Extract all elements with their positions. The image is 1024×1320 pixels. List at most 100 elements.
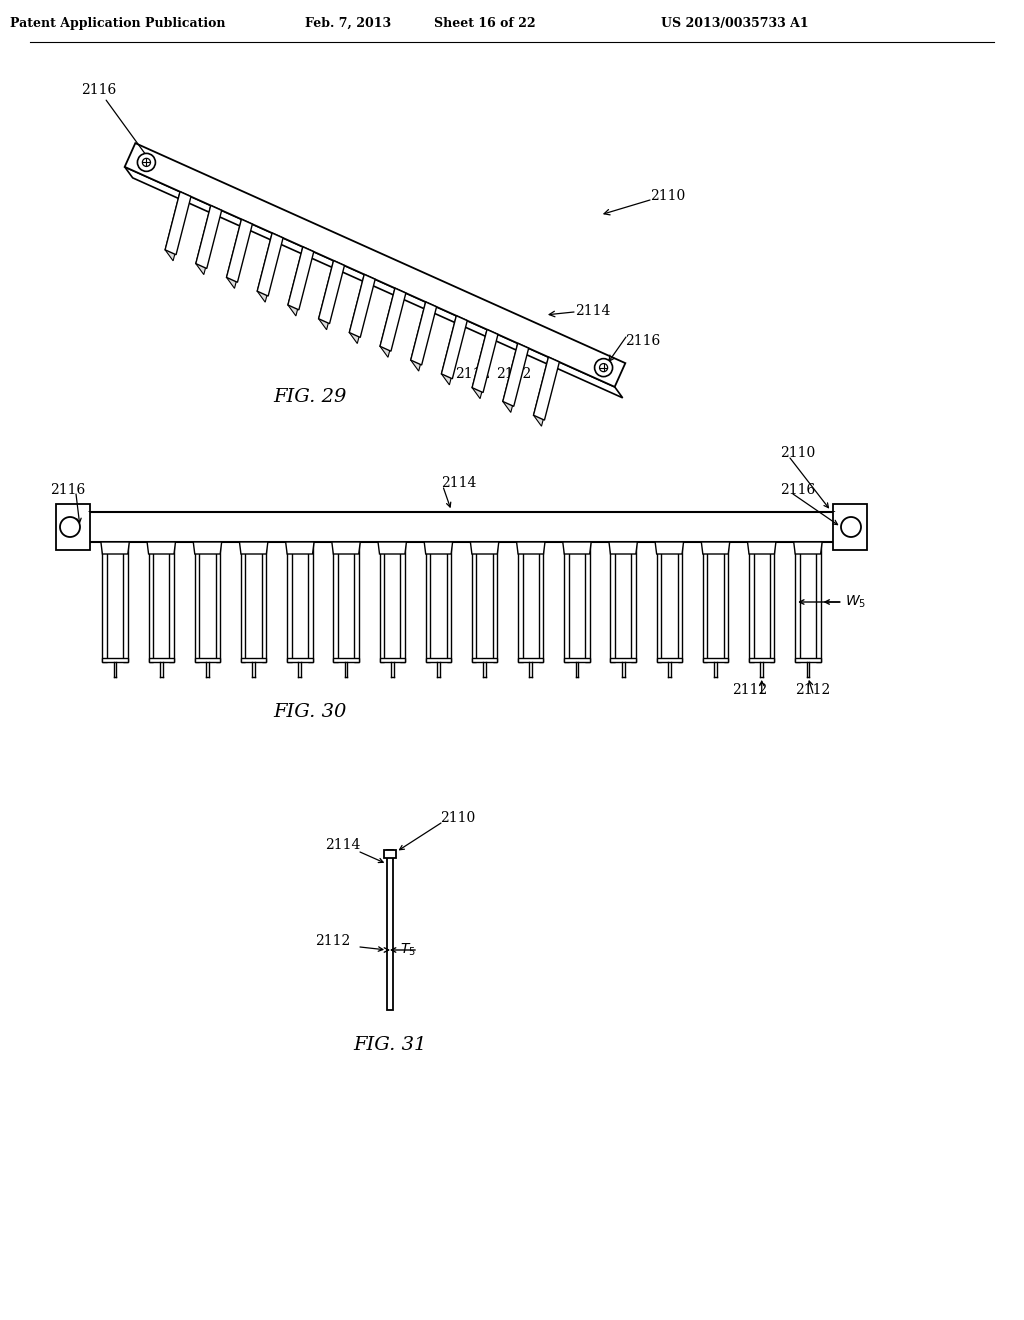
Polygon shape	[318, 260, 344, 323]
Text: $T_5$: $T_5$	[400, 941, 416, 958]
Polygon shape	[332, 543, 360, 554]
Polygon shape	[794, 543, 822, 554]
Bar	[148, 657, 174, 663]
Bar	[387, 850, 393, 1010]
Text: Patent Application Publication: Patent Application Publication	[10, 17, 225, 30]
Bar	[400, 543, 404, 663]
Text: 2114: 2114	[325, 838, 360, 851]
Polygon shape	[226, 219, 252, 282]
Bar	[308, 543, 312, 663]
Bar	[833, 504, 867, 550]
Text: 2110: 2110	[650, 189, 685, 203]
Polygon shape	[380, 288, 406, 351]
Circle shape	[595, 359, 612, 376]
Text: 2112: 2112	[496, 367, 531, 381]
Bar	[749, 657, 774, 663]
Text: 2112: 2112	[796, 682, 830, 697]
Polygon shape	[101, 543, 129, 554]
Polygon shape	[655, 543, 684, 554]
Text: 2116: 2116	[780, 483, 815, 498]
Bar	[195, 657, 220, 663]
Bar	[796, 543, 800, 663]
Text: Sheet 16 of 22: Sheet 16 of 22	[434, 17, 536, 30]
Bar	[702, 543, 708, 663]
Polygon shape	[349, 275, 372, 343]
Polygon shape	[378, 543, 407, 554]
Text: 2116: 2116	[625, 334, 660, 348]
Bar	[334, 657, 358, 663]
Polygon shape	[257, 234, 283, 296]
Polygon shape	[411, 302, 433, 371]
Text: FIG. 29: FIG. 29	[273, 388, 347, 407]
Text: 2112: 2112	[455, 367, 490, 381]
Text: 2114: 2114	[441, 477, 477, 490]
Polygon shape	[748, 543, 776, 554]
Bar	[241, 657, 266, 663]
Text: FIG. 31: FIG. 31	[353, 1036, 427, 1053]
Bar	[564, 543, 568, 663]
Bar	[610, 657, 636, 663]
Bar	[426, 657, 452, 663]
Bar	[102, 657, 128, 663]
Bar	[334, 543, 338, 663]
Bar	[88, 512, 835, 543]
Text: $W_5$: $W_5$	[845, 594, 865, 610]
Bar	[472, 657, 498, 663]
Polygon shape	[534, 358, 556, 426]
Bar	[493, 543, 498, 663]
Text: 2116: 2116	[82, 83, 146, 156]
Bar	[380, 543, 384, 663]
Bar	[287, 543, 292, 663]
Circle shape	[841, 517, 861, 537]
Polygon shape	[441, 315, 464, 385]
Bar	[564, 657, 590, 663]
Bar	[724, 543, 728, 663]
Bar	[216, 543, 220, 663]
Bar	[539, 543, 544, 663]
Bar	[170, 543, 174, 663]
Polygon shape	[165, 191, 188, 261]
Bar	[148, 543, 153, 663]
Text: 2112: 2112	[732, 682, 767, 697]
Polygon shape	[411, 302, 436, 366]
Bar	[262, 543, 266, 663]
Polygon shape	[503, 343, 525, 412]
Text: 2116: 2116	[50, 483, 85, 498]
Bar	[56, 504, 90, 550]
Polygon shape	[125, 166, 623, 397]
Bar	[102, 543, 106, 663]
Bar	[749, 543, 754, 663]
Polygon shape	[534, 358, 559, 420]
Text: 2110: 2110	[440, 810, 475, 825]
Text: FIG. 30: FIG. 30	[273, 704, 347, 721]
Bar	[656, 543, 662, 663]
Polygon shape	[240, 543, 268, 554]
Polygon shape	[563, 543, 591, 554]
Polygon shape	[165, 191, 190, 255]
Polygon shape	[288, 247, 313, 310]
Bar	[518, 543, 522, 663]
Bar	[632, 543, 636, 663]
Polygon shape	[257, 234, 281, 302]
Text: Feb. 7, 2013: Feb. 7, 2013	[305, 17, 391, 30]
Polygon shape	[147, 543, 175, 554]
Polygon shape	[609, 543, 637, 554]
Bar	[518, 657, 544, 663]
Bar	[678, 543, 682, 663]
Polygon shape	[472, 330, 495, 399]
Text: 2112: 2112	[315, 935, 350, 948]
Bar	[446, 543, 452, 663]
Bar	[796, 657, 820, 663]
Polygon shape	[503, 343, 528, 407]
Circle shape	[60, 517, 80, 537]
Polygon shape	[349, 275, 375, 338]
Polygon shape	[516, 543, 545, 554]
Bar	[241, 543, 246, 663]
Polygon shape	[701, 543, 730, 554]
Bar	[195, 543, 200, 663]
Polygon shape	[472, 330, 498, 392]
Polygon shape	[286, 543, 314, 554]
Text: 2110: 2110	[780, 446, 815, 459]
Polygon shape	[441, 315, 467, 379]
Bar	[384, 850, 396, 858]
